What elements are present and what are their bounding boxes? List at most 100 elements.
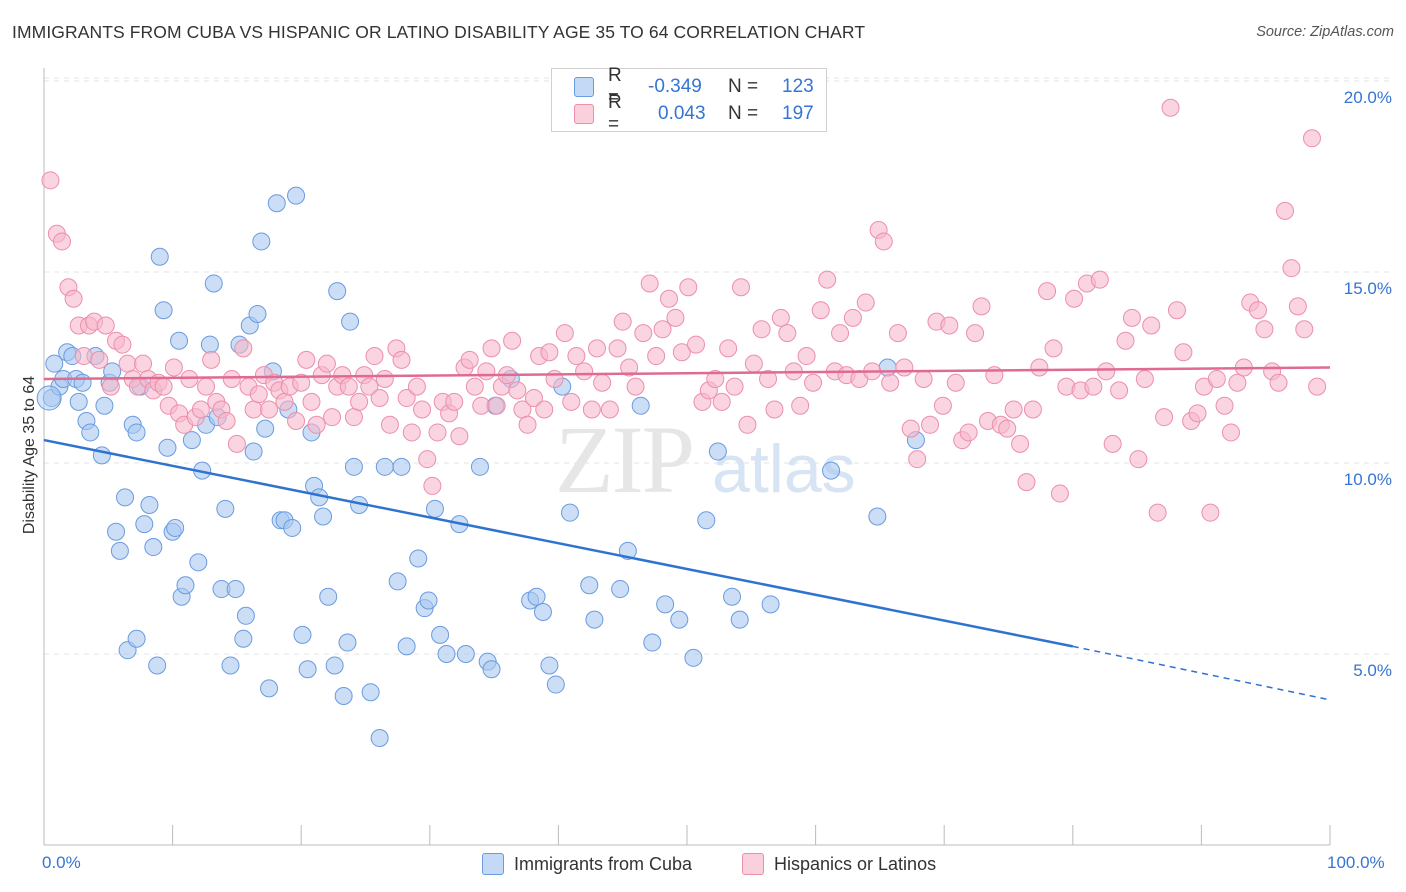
data-point bbox=[1282, 259, 1301, 278]
data-point bbox=[302, 392, 321, 411]
data-point bbox=[1142, 316, 1161, 335]
data-point bbox=[140, 496, 159, 515]
data-point bbox=[107, 522, 126, 541]
data-point bbox=[555, 324, 574, 343]
data-point bbox=[778, 324, 797, 343]
y-tick-label-10: 10.0% bbox=[1343, 470, 1392, 489]
data-point bbox=[344, 408, 363, 427]
data-point bbox=[843, 308, 862, 327]
data-point bbox=[236, 606, 255, 625]
data-point bbox=[437, 645, 456, 663]
data-point bbox=[933, 396, 952, 415]
bottom-legend-hispanic: Hispanics or Latinos bbox=[742, 852, 936, 876]
data-point bbox=[959, 423, 978, 442]
data-point bbox=[249, 385, 268, 404]
data-point bbox=[1122, 308, 1141, 327]
data-point bbox=[608, 339, 627, 358]
data-point bbox=[477, 362, 496, 381]
data-point bbox=[822, 461, 841, 480]
data-point bbox=[470, 457, 489, 476]
data-point bbox=[888, 324, 907, 343]
data-point bbox=[653, 320, 672, 339]
data-point bbox=[1167, 301, 1186, 320]
data-point bbox=[339, 377, 358, 396]
data-point bbox=[562, 392, 581, 411]
data-point bbox=[397, 389, 416, 408]
data-point bbox=[1110, 381, 1129, 400]
bottom-legend-cuba: Immigrants from Cuba bbox=[482, 852, 692, 876]
data-point bbox=[375, 369, 394, 388]
data-point bbox=[328, 282, 347, 301]
data-point bbox=[540, 656, 559, 675]
data-point bbox=[73, 373, 92, 392]
chart-title: IMMIGRANTS FROM CUBA VS HISPANIC OR LATI… bbox=[12, 22, 866, 42]
data-point bbox=[244, 442, 263, 461]
data-point bbox=[200, 335, 219, 354]
trend-lines bbox=[43, 366, 1331, 701]
data-point bbox=[409, 549, 428, 568]
data-point bbox=[227, 434, 246, 453]
data-point bbox=[275, 392, 294, 411]
data-point bbox=[1308, 377, 1327, 396]
data-point bbox=[878, 358, 897, 377]
data-point bbox=[189, 553, 208, 572]
y-axis-title: Disability Age 35 to 64 bbox=[21, 375, 38, 535]
data-point bbox=[585, 610, 604, 629]
data-point bbox=[445, 392, 464, 411]
data-point bbox=[428, 423, 447, 442]
legend-r-value: -0.349 bbox=[648, 76, 702, 97]
data-point bbox=[334, 687, 353, 706]
y-tick-label-15: 15.0% bbox=[1343, 279, 1392, 298]
data-point bbox=[135, 515, 154, 534]
data-point bbox=[127, 423, 146, 442]
data-point bbox=[791, 396, 810, 415]
data-point bbox=[182, 431, 201, 450]
bottom-legend-swatch-pink bbox=[742, 853, 764, 875]
data-point bbox=[260, 400, 279, 419]
data-point bbox=[176, 576, 195, 595]
data-point bbox=[567, 347, 586, 366]
legend-row-cuba: R = -0.349 N = 123 bbox=[552, 65, 814, 108]
data-point bbox=[972, 297, 991, 316]
data-point bbox=[1255, 320, 1274, 339]
data-point bbox=[292, 373, 311, 392]
data-point bbox=[508, 381, 527, 400]
data-point bbox=[831, 324, 850, 343]
data-point bbox=[392, 350, 411, 369]
data-point bbox=[687, 335, 706, 354]
data-point bbox=[518, 415, 537, 434]
legend-r-label: R = bbox=[608, 65, 622, 108]
data-point-large bbox=[36, 385, 62, 411]
bottom-legend-label: Immigrants from Cuba bbox=[514, 853, 693, 874]
data-point bbox=[524, 389, 543, 408]
source-label: Source: ZipAtlas.com bbox=[1256, 24, 1394, 40]
data-point bbox=[640, 274, 659, 293]
data-point bbox=[487, 396, 506, 415]
data-point bbox=[158, 438, 177, 457]
data-point bbox=[1116, 331, 1135, 350]
data-point bbox=[90, 350, 109, 369]
data-point bbox=[118, 354, 137, 373]
data-point bbox=[1023, 400, 1042, 419]
data-point bbox=[154, 377, 173, 396]
data-point bbox=[472, 396, 491, 415]
data-point bbox=[222, 369, 241, 388]
data-point bbox=[81, 423, 100, 442]
data-point bbox=[197, 377, 216, 396]
legend-n-value: 123 bbox=[782, 76, 814, 97]
data-point bbox=[940, 316, 959, 335]
legend-n-label: N = bbox=[728, 76, 759, 97]
data-point bbox=[901, 419, 920, 438]
data-point bbox=[679, 278, 698, 297]
data-point bbox=[1044, 339, 1063, 358]
data-point bbox=[881, 373, 900, 392]
data-point bbox=[202, 350, 221, 369]
data-point bbox=[297, 350, 316, 369]
data-point bbox=[712, 392, 731, 411]
x-tick-label-min: 0.0% bbox=[42, 853, 81, 872]
data-point bbox=[708, 442, 727, 461]
data-point bbox=[620, 358, 639, 377]
data-point bbox=[69, 392, 88, 411]
data-point bbox=[535, 400, 554, 419]
data-point bbox=[670, 610, 689, 629]
